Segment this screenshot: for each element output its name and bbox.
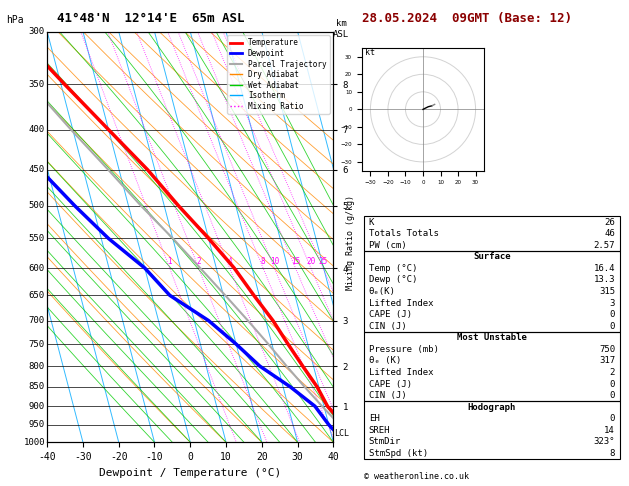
Text: 8: 8: [610, 449, 615, 458]
X-axis label: Dewpoint / Temperature (°C): Dewpoint / Temperature (°C): [99, 468, 281, 478]
Text: 950: 950: [29, 420, 45, 429]
Text: CIN (J): CIN (J): [369, 322, 406, 330]
Text: θₑ (K): θₑ (K): [369, 356, 401, 365]
Text: Temp (°C): Temp (°C): [369, 264, 417, 273]
Text: StmSpd (kt): StmSpd (kt): [369, 449, 428, 458]
Text: CAPE (J): CAPE (J): [369, 380, 412, 388]
Text: 700: 700: [29, 316, 45, 325]
Text: 2.57: 2.57: [594, 241, 615, 250]
Text: StmDir: StmDir: [369, 437, 401, 447]
Text: 350: 350: [29, 80, 45, 88]
Text: PW (cm): PW (cm): [369, 241, 406, 250]
Text: Lifted Index: Lifted Index: [369, 298, 433, 308]
Text: θₑ(K): θₑ(K): [369, 287, 396, 296]
Text: 0: 0: [610, 380, 615, 388]
Text: Lifted Index: Lifted Index: [369, 368, 433, 377]
Text: 10: 10: [270, 257, 279, 266]
Text: 2: 2: [610, 368, 615, 377]
Text: 750: 750: [599, 345, 615, 354]
Bar: [364, 251, 620, 332]
Text: 800: 800: [29, 362, 45, 371]
Text: 4: 4: [227, 257, 232, 266]
Text: 3: 3: [610, 298, 615, 308]
Text: EH: EH: [369, 414, 379, 423]
Text: 15: 15: [291, 257, 300, 266]
Text: 300: 300: [29, 27, 45, 36]
Text: CIN (J): CIN (J): [369, 391, 406, 400]
Bar: [364, 401, 620, 459]
Text: 25: 25: [318, 257, 328, 266]
Text: 900: 900: [29, 402, 45, 411]
Text: 600: 600: [29, 263, 45, 273]
Text: Surface: Surface: [473, 252, 511, 261]
Text: 750: 750: [29, 340, 45, 348]
Text: 8: 8: [261, 257, 265, 266]
Text: 20: 20: [306, 257, 316, 266]
Text: 650: 650: [29, 291, 45, 300]
Bar: [364, 216, 620, 251]
Text: 323°: 323°: [594, 437, 615, 447]
Text: 850: 850: [29, 382, 45, 391]
Text: 46: 46: [604, 229, 615, 238]
Text: kt: kt: [365, 48, 375, 57]
Text: hPa: hPa: [6, 15, 24, 25]
Text: 317: 317: [599, 356, 615, 365]
Text: 2: 2: [196, 257, 201, 266]
Text: Most Unstable: Most Unstable: [457, 333, 527, 342]
Bar: [364, 332, 620, 401]
Text: 1000: 1000: [23, 438, 45, 447]
Text: 41°48'N  12°14'E  65m ASL: 41°48'N 12°14'E 65m ASL: [57, 12, 244, 25]
Text: 0: 0: [610, 414, 615, 423]
Text: LCL: LCL: [334, 429, 349, 438]
Text: Dewp (°C): Dewp (°C): [369, 276, 417, 284]
Text: K: K: [369, 218, 374, 226]
Text: 0: 0: [610, 322, 615, 330]
Text: 550: 550: [29, 234, 45, 243]
Text: Hodograph: Hodograph: [468, 403, 516, 412]
Text: 16.4: 16.4: [594, 264, 615, 273]
Text: SREH: SREH: [369, 426, 390, 435]
Text: km
ASL: km ASL: [333, 19, 349, 39]
Text: 26: 26: [604, 218, 615, 226]
Legend: Temperature, Dewpoint, Parcel Trajectory, Dry Adiabat, Wet Adiabat, Isotherm, Mi: Temperature, Dewpoint, Parcel Trajectory…: [227, 35, 330, 114]
Text: © weatheronline.co.uk: © weatheronline.co.uk: [364, 472, 469, 481]
Text: 28.05.2024  09GMT (Base: 12): 28.05.2024 09GMT (Base: 12): [362, 12, 572, 25]
Text: 13.3: 13.3: [594, 276, 615, 284]
Text: 0: 0: [610, 391, 615, 400]
Text: 400: 400: [29, 125, 45, 134]
Text: 315: 315: [599, 287, 615, 296]
Text: Pressure (mb): Pressure (mb): [369, 345, 438, 354]
Text: 1: 1: [167, 257, 172, 266]
Text: 450: 450: [29, 165, 45, 174]
Text: Mixing Ratio (g/kg): Mixing Ratio (g/kg): [347, 195, 355, 291]
Text: CAPE (J): CAPE (J): [369, 310, 412, 319]
Text: 500: 500: [29, 201, 45, 210]
Text: 0: 0: [610, 310, 615, 319]
Text: 14: 14: [604, 426, 615, 435]
Text: Totals Totals: Totals Totals: [369, 229, 438, 238]
